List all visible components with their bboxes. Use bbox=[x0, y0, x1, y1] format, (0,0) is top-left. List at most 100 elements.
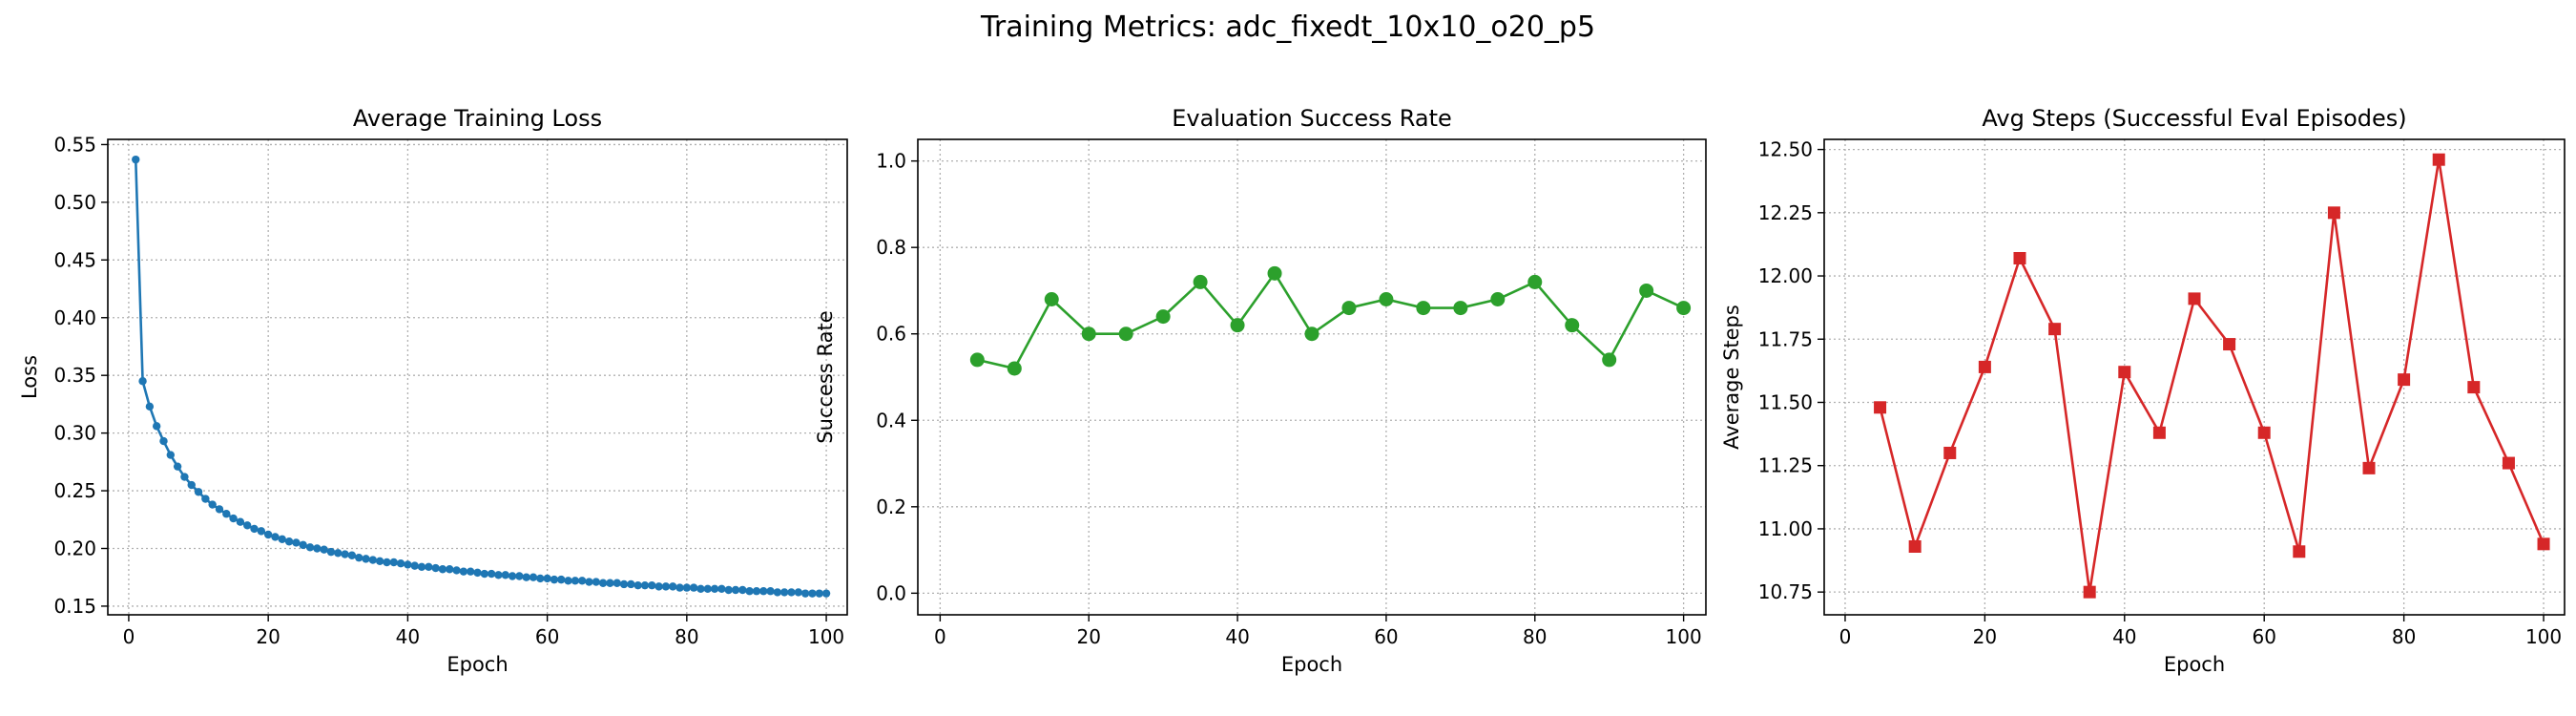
data-point bbox=[292, 538, 301, 547]
data-point bbox=[243, 521, 252, 530]
data-point bbox=[2362, 461, 2376, 474]
data-point bbox=[1908, 539, 1922, 553]
data-point bbox=[208, 500, 217, 509]
data-point bbox=[1044, 292, 1059, 307]
data-point bbox=[529, 573, 538, 581]
data-point bbox=[2398, 373, 2411, 387]
data-point bbox=[808, 589, 817, 598]
x-axis-label: Epoch bbox=[447, 653, 508, 676]
y-axis-label: Average Steps bbox=[1720, 305, 1743, 450]
data-point bbox=[1193, 274, 1208, 289]
data-point bbox=[389, 558, 398, 567]
data-point bbox=[375, 557, 384, 565]
y-tick-label: 0.50 bbox=[53, 191, 96, 214]
data-point bbox=[689, 583, 698, 592]
y-tick-label: 0.30 bbox=[53, 422, 96, 445]
data-point bbox=[159, 436, 168, 446]
data-point bbox=[648, 580, 656, 590]
data-point bbox=[585, 578, 593, 586]
data-point bbox=[2118, 366, 2131, 379]
data-point bbox=[745, 587, 754, 596]
data-point bbox=[1379, 292, 1394, 307]
chart-panel-3: 0 20 40 60 80 100 10.75 11.00 11.25 11.50 11.75 12.… bbox=[1720, 105, 2566, 676]
y-axis-label: Success Rate bbox=[814, 310, 837, 443]
data-point bbox=[1267, 265, 1282, 281]
data-point bbox=[173, 462, 182, 471]
data-point bbox=[383, 558, 391, 567]
y-tick-label: 0.6 bbox=[876, 323, 906, 346]
y-tick-label: 0.20 bbox=[53, 537, 96, 559]
y-tick-label: 11.25 bbox=[1758, 454, 1813, 477]
data-point bbox=[368, 556, 378, 564]
data-point bbox=[1639, 283, 1654, 298]
data-point bbox=[606, 579, 614, 587]
data-point bbox=[1978, 360, 1991, 373]
data-point bbox=[557, 575, 566, 584]
data-point bbox=[969, 352, 985, 368]
data-point bbox=[152, 422, 161, 431]
data-point bbox=[522, 573, 530, 581]
chart-title: Avg Steps (Successful Eval Episodes) bbox=[1982, 105, 2406, 132]
data-point bbox=[355, 553, 364, 562]
x-tick-label: 20 bbox=[1076, 625, 1100, 648]
data-point bbox=[1874, 401, 1887, 414]
panels: 0 20 40 60 80 1000.150.200.250.300.350.400.45… bbox=[18, 105, 2566, 676]
data-point bbox=[1416, 301, 1431, 316]
data-point bbox=[1081, 326, 1096, 342]
x-tick-label: 20 bbox=[1973, 625, 1997, 648]
data-point bbox=[326, 547, 336, 557]
data-point bbox=[2152, 426, 2166, 439]
y-tick-label: 0.35 bbox=[53, 364, 96, 387]
data-point bbox=[487, 569, 496, 579]
x-tick-label: 40 bbox=[396, 625, 420, 648]
data-point bbox=[257, 527, 266, 536]
data-point bbox=[592, 578, 600, 586]
data-point bbox=[215, 505, 224, 514]
chart-title: Evaluation Success Rate bbox=[1172, 105, 1452, 132]
data-point bbox=[1155, 309, 1171, 325]
x-tick-label: 0 bbox=[1839, 625, 1852, 648]
data-point bbox=[410, 561, 419, 570]
data-point bbox=[166, 451, 176, 459]
data-point bbox=[731, 585, 740, 595]
data-point bbox=[543, 574, 551, 583]
data-point bbox=[425, 562, 433, 572]
data-point bbox=[480, 569, 489, 579]
x-tick-label: 80 bbox=[1523, 625, 1547, 648]
data-point bbox=[2013, 252, 2026, 264]
x-tick-label: 40 bbox=[1225, 625, 1249, 648]
data-point bbox=[821, 589, 831, 598]
x-axis-label: Epoch bbox=[2164, 653, 2225, 676]
x-tick-label: 0 bbox=[123, 625, 135, 648]
data-point bbox=[669, 582, 677, 591]
data-point bbox=[438, 565, 447, 574]
data-point bbox=[564, 577, 572, 585]
data-point bbox=[1341, 301, 1357, 316]
data-point bbox=[222, 510, 231, 518]
data-point bbox=[703, 584, 712, 594]
data-point bbox=[800, 589, 810, 598]
data-point bbox=[446, 565, 454, 574]
data-point bbox=[284, 537, 294, 546]
data-point bbox=[815, 589, 823, 598]
data-point bbox=[1118, 326, 1133, 342]
data-point bbox=[187, 480, 196, 490]
data-point bbox=[396, 559, 405, 568]
data-point bbox=[571, 577, 580, 585]
data-point bbox=[536, 574, 545, 583]
data-point bbox=[682, 583, 692, 592]
data-point bbox=[145, 402, 155, 411]
data-point bbox=[1490, 292, 1506, 307]
y-tick-label: 12.25 bbox=[1758, 201, 1813, 224]
data-point bbox=[278, 535, 286, 544]
data-point bbox=[752, 587, 761, 596]
data-point bbox=[2293, 545, 2306, 558]
y-tick-label: 0.8 bbox=[876, 236, 906, 259]
data-point bbox=[132, 155, 140, 164]
data-point bbox=[250, 524, 259, 534]
data-point bbox=[404, 560, 412, 569]
data-point bbox=[779, 588, 789, 597]
data-point bbox=[313, 544, 322, 553]
data-point bbox=[1007, 361, 1022, 376]
